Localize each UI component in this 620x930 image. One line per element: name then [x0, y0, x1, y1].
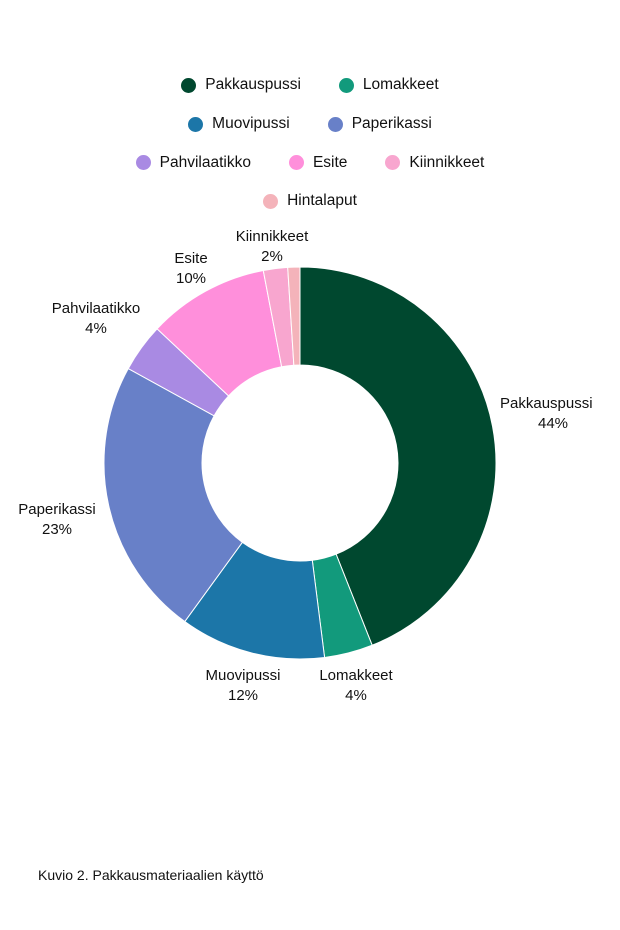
legend-item: Muovipussi — [188, 115, 290, 133]
slice-label-name: Lomakkeet — [319, 667, 393, 684]
legend-item: Hintalaput — [263, 192, 357, 210]
slice-label-name: Kiinnikkeet — [236, 228, 309, 245]
slice-label-name: Muovipussi — [205, 667, 280, 684]
legend-row: Hintalaput — [0, 182, 620, 221]
slice-label-value: 4% — [85, 320, 107, 337]
legend-row: Muovipussi Paperikassi — [0, 105, 620, 144]
legend-label: Pahvilaatikko — [159, 153, 251, 171]
legend-label: Lomakkeet — [362, 76, 439, 94]
legend-item: Pakkauspussi — [181, 76, 301, 94]
legend-swatch — [181, 77, 197, 93]
slice-label: Kiinnikkeet 2% — [236, 228, 309, 265]
legend-swatch — [288, 155, 304, 171]
legend-item: Lomakkeet — [338, 76, 439, 94]
slice-label: Pakkauspussi 44% — [500, 395, 593, 432]
legend-item: Kiinnikkeet — [385, 154, 484, 172]
legend-item: Pahvilaatikko — [135, 153, 251, 172]
legend-swatch — [327, 116, 343, 132]
slice-label-value: 2% — [261, 248, 283, 265]
legend-swatch — [263, 193, 279, 209]
slice-label-value: 23% — [42, 521, 72, 538]
legend-label: Hintalaput — [287, 192, 357, 210]
slice-label-name: Esite — [174, 250, 207, 267]
slice-label-value: 44% — [538, 415, 568, 432]
legend-label: Kiinnikkeet — [409, 153, 485, 171]
slice-hintalaput — [287, 266, 301, 366]
slice-label-value: 10% — [176, 270, 206, 287]
figure-caption: Kuvio 2. Pakkausmateriaalien käyttö — [38, 867, 264, 883]
legend-item: Paperikassi — [327, 115, 432, 133]
legend-row: Pakkauspussi Lomakkeet — [0, 66, 620, 105]
slice-label-value: 12% — [228, 687, 258, 704]
slice-pakkauspussi — [299, 266, 497, 646]
legend-row: Pahvilaatikko Esite Kiinnikkeet — [0, 143, 620, 182]
chart-legend: Pakkauspussi Lomakkeet Muovipussi Paperikas… — [0, 66, 620, 221]
slice-label-value: 4% — [345, 687, 367, 704]
legend-label: Paperikassi — [351, 115, 432, 133]
slice-label: Esite 10% — [174, 250, 207, 287]
slice-label: Paperikassi 23% — [18, 501, 96, 538]
slice-label: Muovipussi 12% — [205, 667, 280, 704]
legend-label: Muovipussi — [212, 115, 290, 133]
slice-label: Lomakkeet 4% — [319, 667, 393, 704]
slice-label: Pahvilaatikko 4% — [52, 300, 140, 337]
slice-label-name: Paperikassi — [18, 501, 96, 518]
legend-swatch — [385, 155, 401, 171]
legend-swatch — [338, 77, 354, 93]
legend-item: Esite — [288, 153, 348, 172]
legend-swatch — [135, 155, 151, 171]
slice-paperikassi — [103, 367, 244, 623]
slice-label-name: Pakkauspussi — [500, 395, 593, 412]
legend-swatch — [188, 116, 204, 132]
legend-label: Pakkauspussi — [205, 76, 301, 94]
slice-label-name: Pahvilaatikko — [52, 300, 140, 317]
legend-label: Esite — [312, 153, 348, 171]
